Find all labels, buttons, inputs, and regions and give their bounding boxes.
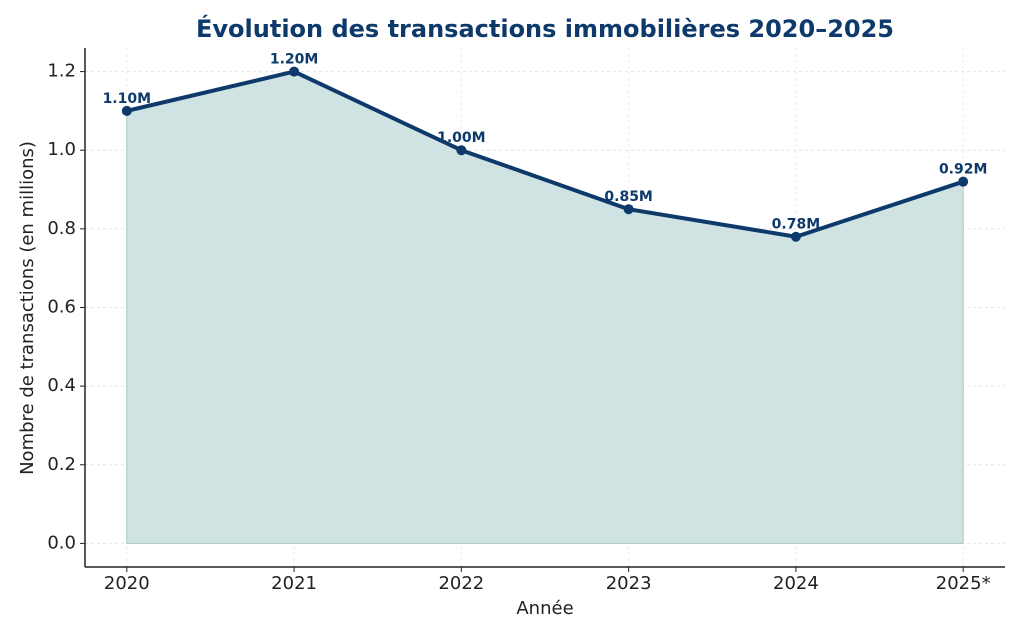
x-tick-label: 2022 bbox=[438, 573, 484, 594]
point bbox=[456, 145, 467, 156]
y-tick-label: 0.8 bbox=[47, 218, 76, 239]
area bbox=[126, 71, 964, 544]
x-tick-label: 2021 bbox=[271, 573, 317, 594]
value-label: 0.78M bbox=[772, 217, 820, 233]
value-label: 1.00M bbox=[437, 130, 485, 146]
chart-title: Évolution des transactions immobilières … bbox=[196, 14, 894, 43]
point bbox=[121, 105, 132, 116]
y-tick-label: 0.2 bbox=[47, 454, 76, 475]
y-tick-label: 0.6 bbox=[47, 297, 76, 318]
value-label: 1.10M bbox=[103, 91, 151, 107]
y-axis-label: Nombre de transactions (en millions) bbox=[17, 141, 38, 475]
x-tick-label: 2024 bbox=[773, 573, 819, 594]
value-label: 0.92M bbox=[939, 162, 987, 178]
x-tick-label: 2025* bbox=[936, 573, 991, 594]
point bbox=[790, 231, 801, 242]
x-tick-label: 2020 bbox=[104, 573, 150, 594]
y-tick-label: 0.0 bbox=[47, 532, 76, 553]
value-label: 1.20M bbox=[270, 52, 318, 68]
x-tick-label: 2023 bbox=[606, 573, 652, 594]
x-axis-label: Année bbox=[516, 598, 573, 619]
y-tick-label: 1.2 bbox=[47, 61, 76, 82]
point bbox=[289, 66, 300, 77]
y-tick-label: 1.0 bbox=[47, 139, 76, 160]
point bbox=[623, 204, 634, 215]
point bbox=[958, 176, 969, 187]
y-tick-label: 0.4 bbox=[47, 375, 76, 396]
value-label: 0.85M bbox=[604, 189, 652, 205]
line bbox=[126, 69, 964, 239]
